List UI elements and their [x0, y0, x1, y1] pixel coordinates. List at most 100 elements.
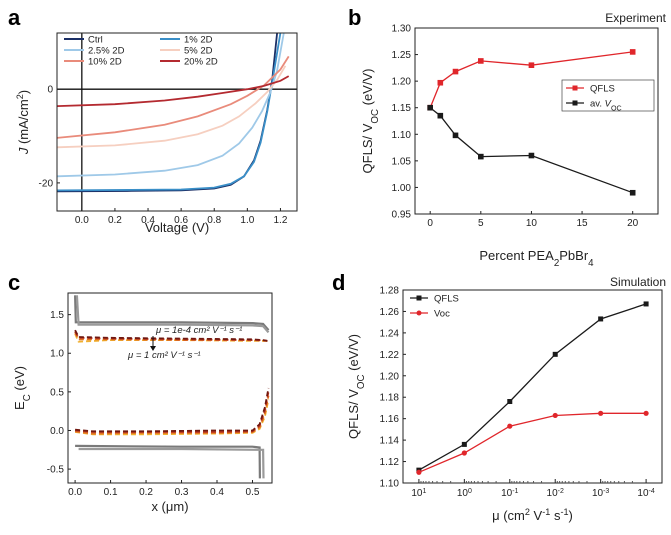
panel-b-series-0-line	[429, 51, 633, 108]
panel-a-legend-label-3: 5% 2D	[184, 46, 213, 57]
panel-b-xtick-1-label: 5	[478, 218, 484, 229]
panel-b-series-0-point-2	[452, 68, 459, 75]
panel-a-legend-label-1: 1% 2D	[184, 35, 213, 46]
panel-d-series-0-point-3	[552, 351, 558, 357]
panel-b-xtick-3-label: 15	[577, 218, 589, 229]
panel-c-ytick-3-label: 1.0	[50, 349, 64, 360]
panel-b-series-1-point-0	[427, 104, 433, 111]
panel-d-ytick-3-label: 1.16	[380, 414, 400, 425]
panel-d-series-1-point-0	[416, 469, 422, 475]
panel-d-ytick-6-label: 1.22	[380, 350, 400, 361]
panel-a-xtick-3-label: 0.6	[174, 215, 188, 226]
panel-d-ytick-9-label: 1.28	[380, 286, 400, 297]
panel-a-series-3	[57, 65, 287, 149]
panel-d-series-0-point-5	[643, 301, 649, 307]
panel-c-series-0	[74, 295, 270, 331]
panel-a-legend-label-5: 20% 2D	[184, 57, 218, 68]
panel-b-series-1-point-3	[478, 153, 484, 160]
panel-b-xtick-0-label: 0	[427, 218, 433, 229]
panel-d-series-0-line	[418, 303, 647, 471]
panel-c-xtick-3-label: 0.3	[175, 487, 189, 498]
panel-d-ytick-0-label: 1.10	[380, 479, 400, 490]
panel-c-xtick-5-label: 0.5	[246, 487, 260, 498]
panel-d-xtick-0-label: 101	[411, 488, 426, 500]
panel-d-xtick-2-label: 10-1	[501, 488, 518, 500]
panel-d-ytick-2-label: 1.14	[380, 436, 400, 447]
panel-b-xtick-2-label: 10	[526, 218, 538, 229]
panel-a-ytick-0-label: 0	[47, 85, 53, 96]
panel-a-xtick-1-label: 0.2	[108, 215, 122, 226]
panel-b-ylabel: QFLS/ VOC (eV/V)	[360, 69, 381, 174]
panel-c-series-9	[74, 395, 270, 435]
panel-c-series-3	[78, 447, 265, 479]
panel-d-legend-marker-1	[416, 310, 422, 316]
panel-c-series-8	[74, 399, 270, 436]
panel-d-ytick-1-label: 1.12	[380, 457, 400, 468]
panel-d-ytick-8-label: 1.26	[380, 307, 400, 318]
panel-a-xtick-6-label: 1.2	[273, 215, 287, 226]
panel-d-legend-marker-0	[416, 295, 422, 301]
panel-c-xtick-1-label: 0.1	[104, 487, 118, 498]
panel-b-series-0-point-3	[478, 58, 484, 64]
panel-a-xtick-0-label: 0.0	[75, 215, 89, 226]
panel-b-series-1-point-1	[437, 112, 444, 119]
panel-a-ytick-1-label: -20	[39, 178, 54, 189]
panel-d-series-1-point-5	[643, 410, 649, 416]
panel-c-ytick-2-label: 0.5	[50, 387, 64, 398]
panel-b-series-1-line	[429, 107, 633, 194]
panel-d-ytick-4-label: 1.18	[380, 393, 400, 404]
panel-d-xlabel: μ (cm2 V-1 s-1)	[492, 507, 573, 523]
panel-d-series-0-point-2	[507, 399, 513, 405]
panel-b-corner-label: Experiment	[605, 11, 666, 25]
panel-b-legend-label-1: av. VOC	[590, 99, 622, 113]
panel-a-xtick-5-label: 1.0	[240, 215, 254, 226]
panel-b-ytick-1-label: 1.00	[392, 183, 412, 194]
panel-a-xtick-4-label: 0.8	[207, 215, 221, 226]
panel-c-ytick-1-label: 0.0	[50, 426, 64, 437]
panel-b-series-0-point-4	[528, 62, 535, 68]
panel-d-xtick-5-label: 10-4	[637, 488, 654, 500]
panel-d-xtick-3-label: 10-2	[547, 488, 564, 500]
panel-c-series-2	[75, 444, 261, 479]
panel-d-xtick-1-label: 100	[457, 488, 472, 500]
panel-d-series-1-point-2	[507, 423, 513, 429]
panel-a-xlabel: Voltage (V)	[145, 220, 209, 235]
panel-a-series-5	[57, 75, 290, 107]
panel-d-frame	[402, 289, 663, 484]
panel-b-legend-box	[561, 79, 655, 112]
panel-b-ytick-7-label: 1.30	[392, 24, 412, 35]
panel-b-ytick-6-label: 1.25	[392, 50, 412, 61]
panel-a-series-group	[57, 33, 290, 193]
panel-c-series-1	[75, 295, 270, 334]
panel-d-ytick-5-label: 1.20	[380, 371, 400, 382]
panel-d-legend-label-1: Voc	[434, 309, 450, 320]
panel-b-ytick-4-label: 1.15	[392, 103, 412, 114]
panel-d-series-1-point-3	[552, 412, 558, 419]
panel-a-xtick-2-label: 0.4	[141, 215, 155, 226]
panel-b-xtick-4-label: 20	[627, 218, 639, 229]
panel-c-xtick-0-label: 0.0	[68, 487, 82, 498]
panel-a-legend-label-4: 10% 2D	[88, 57, 122, 68]
panel-b-series-0-point-1	[437, 79, 444, 86]
panel-b-series-1-point-5	[629, 189, 636, 196]
panel-c-label: c	[8, 270, 20, 295]
panel-a-frame	[56, 32, 298, 212]
panel-a-series-4	[57, 55, 290, 139]
panel-c-ytick-0-label: -0.5	[47, 465, 65, 476]
panel-c-xlabel: x (μm)	[151, 499, 188, 514]
panel-b-ytick-5-label: 1.20	[392, 77, 412, 88]
panel-c-xtick-4-label: 0.4	[210, 487, 224, 498]
panel-a-series-1	[57, 33, 282, 192]
panel-b-ytick-0-label: 0.95	[392, 210, 412, 221]
panel-c-series-11	[75, 387, 270, 433]
panel-b-series-1-point-2	[452, 132, 459, 139]
panel-c-ytick-4-label: 1.5	[50, 310, 64, 321]
panel-b-legend-marker-1	[572, 100, 578, 106]
panel-b-legend-label-0: QFLS	[590, 84, 615, 95]
panel-b-ytick-3-label: 1.10	[392, 130, 412, 141]
panel-d-legend-label-0: QFLS	[434, 294, 459, 305]
panel-b-xlabel: Percent PEA2PbBr4	[479, 248, 594, 269]
panel-c-ylabel: EC (eV)	[12, 366, 33, 410]
panel-d-series-0-point-1	[461, 441, 467, 447]
